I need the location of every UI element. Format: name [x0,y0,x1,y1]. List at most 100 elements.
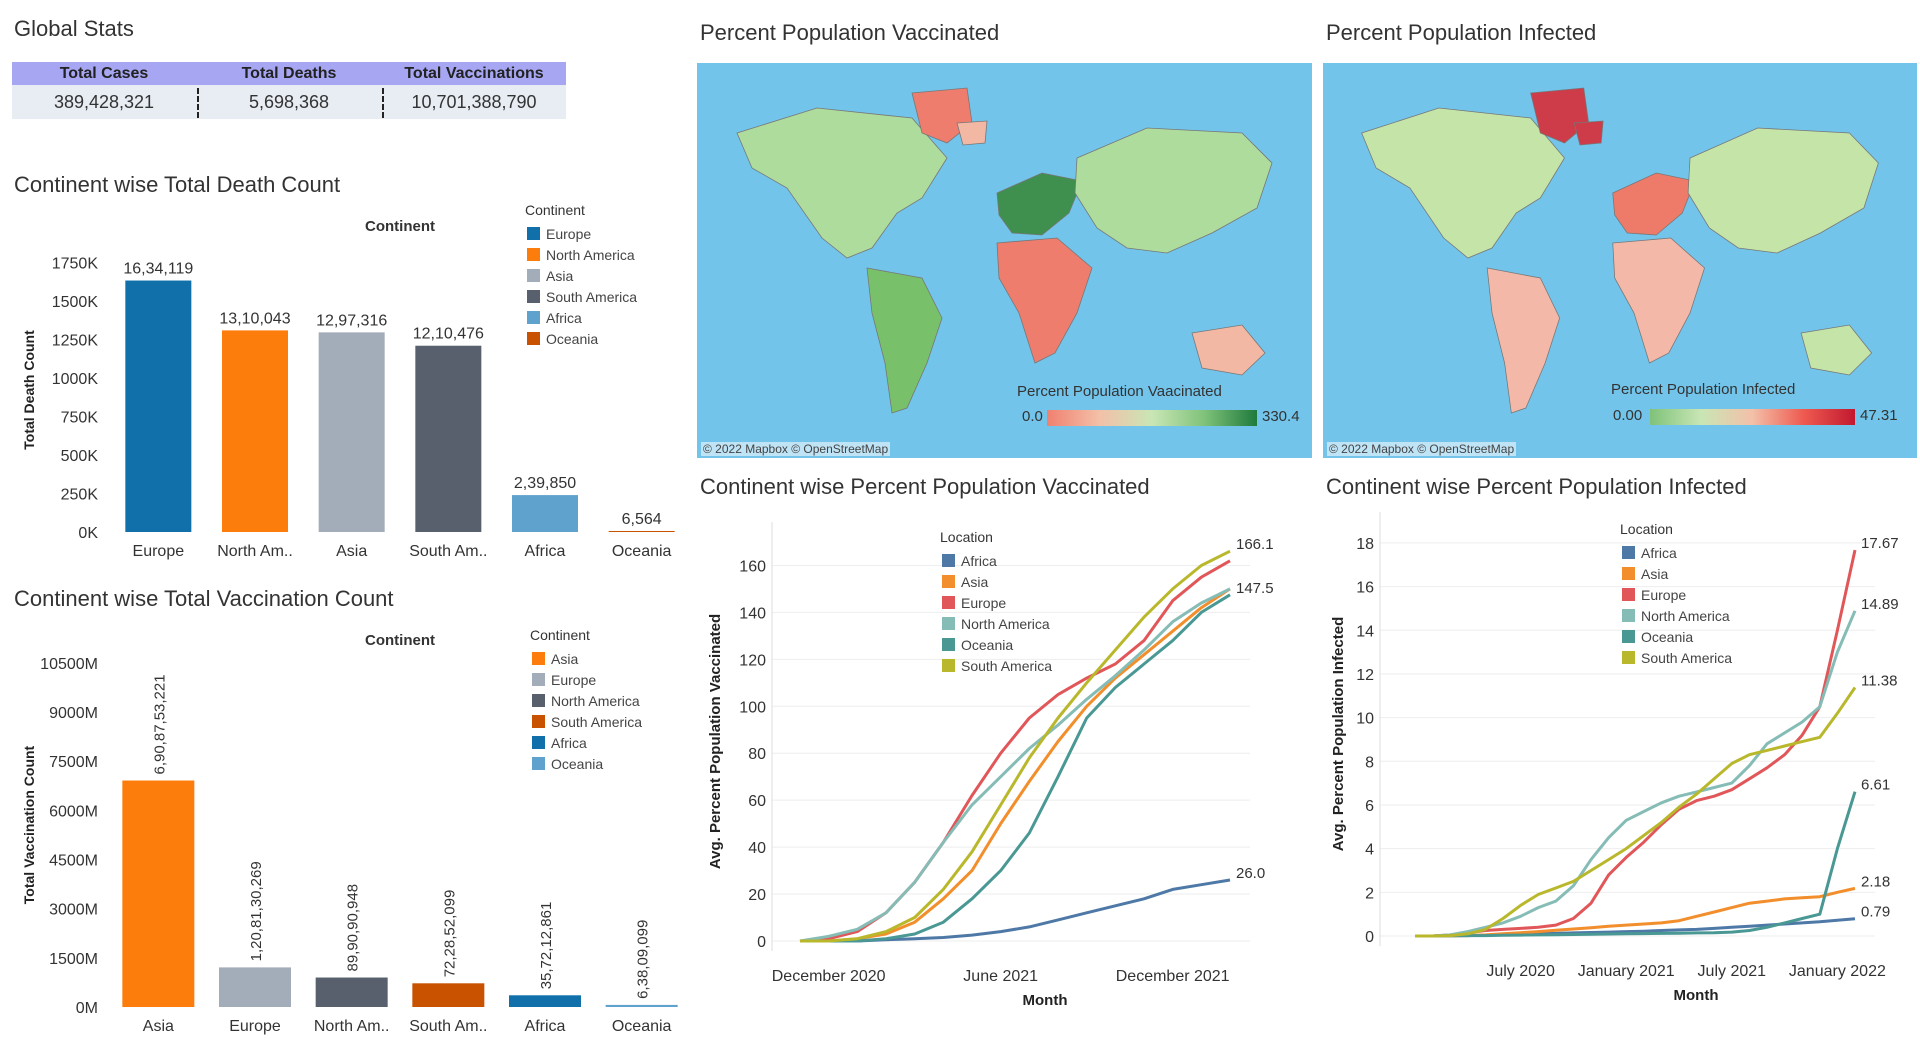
category-label: Asia [336,543,367,560]
legend-swatch [942,638,955,651]
y-tick-label: 6000M [49,803,98,820]
data-label: 89,90,90,948 [345,884,362,972]
total-cases-value: 389,428,321 [53,92,155,112]
legend-item: North America [546,247,635,263]
legend-item: Oceania [546,331,598,347]
legend-swatch [532,673,545,686]
y-tick-label: 120 [739,652,766,669]
y-tick-label: 100 [739,699,766,716]
vaccinated-map-title: Percent Population Vaccinated [700,20,1000,45]
legend-item: Africa [961,553,997,569]
legend-item: North America [551,693,640,709]
map-copyright[interactable]: © 2022 Mapbox © OpenStreetMap [701,442,891,456]
bar [219,967,291,1007]
legend-item: Europe [961,595,1006,611]
legend-swatch [527,332,540,345]
legend-swatch [532,694,545,707]
y-tick-label: 1250K [52,333,99,350]
end-value-label: 166.1 [1236,536,1274,553]
legend-swatch [942,596,955,609]
y-tick-label: 1000K [52,371,99,388]
infected-line-chart: 0 2 4 6 8 10 12 14 16 18 Avg. Percent Population I… [1330,512,1899,1004]
continent-header: Continent [365,218,435,235]
legend-swatch [527,248,540,261]
legend-item: South America [961,658,1052,674]
bar [605,1004,678,1007]
y-axis-title: Total Death Count [21,330,37,450]
y-tick-label: 7500M [49,754,98,771]
series-line-north-america [799,587,1231,943]
category-label: South Am.. [409,1018,487,1035]
y-tick-label: 1750K [52,256,99,273]
map-copyright[interactable]: © 2022 Mapbox © OpenStreetMap [1327,442,1517,456]
category-label: Africa [525,1018,566,1035]
legend-item: North America [961,616,1050,632]
y-tick-label: 10 [1356,711,1374,728]
x-tick-label: December 2020 [772,968,886,985]
map-canvas[interactable] [1323,63,1917,458]
category-label: Africa [525,543,566,560]
map-canvas[interactable] [697,63,1312,458]
data-label: 13,10,043 [219,310,290,327]
country-region [1361,107,1565,259]
map-legend-min: 0.0 [1022,408,1043,425]
end-value-label: 14.89 [1861,596,1899,613]
map-legend-max: 330.4 [1262,408,1300,425]
data-label: 6,38,09,099 [635,920,652,999]
stats-value-row [12,85,566,119]
legend-swatch [532,715,545,728]
legend-title: Location [940,529,993,545]
x-tick-label: June 2021 [963,968,1038,985]
y-tick-label: 6 [1365,798,1374,815]
country-region [1573,120,1604,146]
x-tick-label: July 2020 [1486,963,1555,980]
data-label: 2,39,850 [514,475,576,492]
stats-divider [197,88,199,118]
y-tick-label: 9000M [49,705,98,722]
x-axis-title: Month [1023,992,1068,1009]
legend-item: Europe [1641,587,1686,603]
data-label: 6,564 [622,511,662,528]
y-tick-label: 4500M [49,852,98,869]
y-tick-label: 3000M [49,902,98,919]
legend-swatch [527,311,540,324]
continent-header: Continent [365,632,435,649]
legend-swatch [532,652,545,665]
legend-item: South America [546,289,637,305]
series-line-south-america [800,549,1231,943]
country-region [1687,127,1879,254]
country-region [996,172,1083,236]
global-stats-table: Total Cases Total Deaths Total Vaccinati… [12,62,566,119]
y-tick-label: 40 [748,840,766,857]
country-region [956,120,988,146]
data-label: 16,34,119 [123,261,193,278]
end-value-label: 17.67 [1861,535,1899,552]
vaccinated-world-map[interactable]: Percent Population Vaacinated 0.0 330.4 … [697,63,1312,458]
infected-world-map[interactable]: Percent Population Infected 0.00 47.31 ©… [1323,63,1917,458]
y-tick-label: 8 [1365,754,1374,771]
infected-line-title: Continent wise Percent Population Infect… [1326,474,1747,499]
x-tick-label: July 2021 [1698,963,1767,980]
category-label: Oceania [612,1018,672,1035]
death-bar-chart: Continent 0K 250K 500K 750K 1000K 1250K 1500K 17… [21,202,675,560]
country-region [1486,267,1561,414]
y-tick-label: 140 [739,605,766,622]
bar [512,495,578,532]
bar [122,780,195,1007]
y-tick-label: 0M [76,1000,98,1017]
total-deaths-value: 5,698,368 [248,92,330,112]
bar [315,977,388,1007]
vaccinated-line-title: Continent wise Percent Population Vaccin… [700,474,1150,499]
legend-swatch [942,575,955,588]
bar [608,530,675,532]
legend-item: Asia [961,574,988,590]
stats-header-row [12,62,566,85]
country-region [866,267,943,414]
vaccination-bar-chart: Continent 0M 1500M 3000M 4500M 6000M 7500M 9000… [21,627,678,1035]
legend-item: South America [551,714,642,730]
map-legend-title: Percent Population Vaacinated [1017,383,1222,400]
total-vaccinations-header: Total Vaccinations [404,65,544,82]
legend-swatch [942,617,955,630]
legend-swatch [527,227,540,240]
category-label: Europe [229,1018,281,1035]
